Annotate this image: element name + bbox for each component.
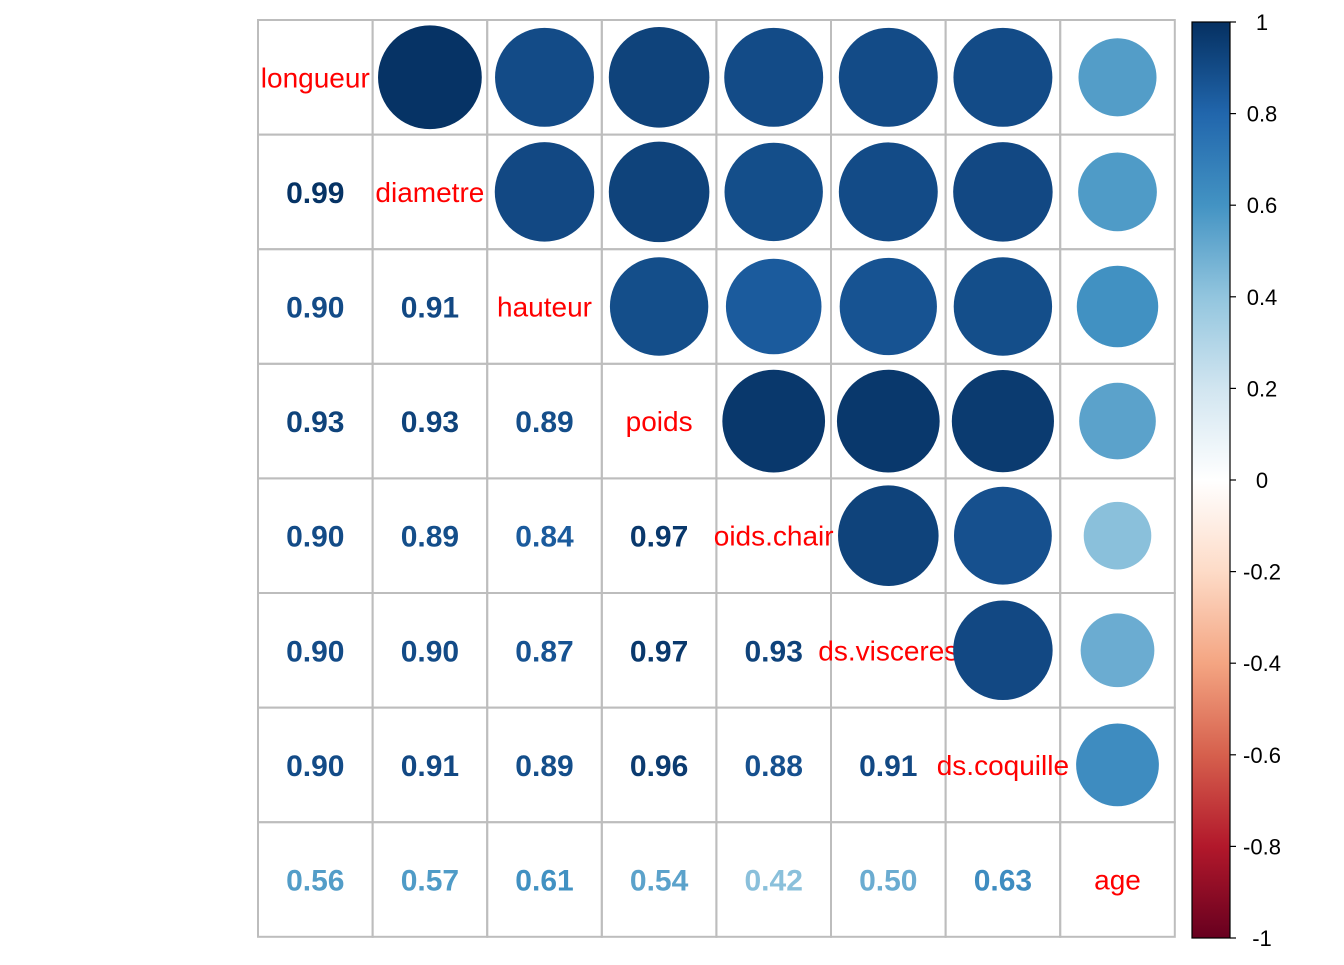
colorbar-tick-label: 0.6 (1247, 193, 1278, 218)
colorbar-tick-label: -1 (1252, 926, 1272, 951)
correlation-value: 0.87 (515, 635, 573, 668)
correlation-circle (609, 257, 709, 356)
correlation-circle (1076, 265, 1159, 348)
correlation-value: 0.91 (401, 292, 459, 325)
colorbar-tick-label: 0 (1256, 468, 1268, 493)
correlation-circle (953, 142, 1053, 242)
colorbar-tick-label: -0.8 (1243, 834, 1281, 859)
correlation-circle (838, 27, 938, 127)
correlation-value: 0.61 (515, 865, 573, 898)
correlation-value: 0.54 (630, 865, 689, 898)
correlation-circle (1080, 613, 1155, 688)
correlation-value: 0.93 (286, 406, 344, 439)
correlation-circle (838, 142, 938, 242)
variable-label: diametre (375, 177, 484, 208)
correlation-value: 0.91 (401, 750, 459, 783)
variable-label: longueur (261, 62, 370, 93)
correlation-value: 0.97 (630, 521, 688, 554)
colorbar-tick-label: -0.4 (1243, 651, 1281, 676)
correlation-value: 0.96 (630, 750, 688, 783)
colorbar-tick-label: -0.2 (1243, 560, 1281, 585)
correlation-circle (1078, 38, 1157, 117)
correlation-value: 0.56 (286, 865, 344, 898)
correlation-circle (724, 27, 824, 127)
correlation-circle (839, 257, 937, 356)
correlation-circle (953, 27, 1053, 127)
variable-label: ds.coquille (937, 750, 1069, 781)
correlation-value: 0.93 (745, 635, 803, 668)
colorbar-tick-label: 0.4 (1247, 285, 1278, 310)
correlation-circle (1083, 501, 1152, 570)
correlation-circle (378, 25, 482, 130)
correlation-value: 0.84 (515, 521, 574, 554)
correlation-value: 0.90 (286, 521, 344, 554)
colorbar-tick-label: -0.6 (1243, 743, 1281, 768)
variable-label: ds.visceres (818, 635, 958, 666)
correlation-circle (494, 142, 595, 242)
correlation-value: 0.50 (859, 865, 917, 898)
correlation-circle (495, 27, 594, 127)
correlation-value: 0.89 (515, 406, 573, 439)
grid-layer (257, 19, 1176, 938)
correlation-value: 0.90 (286, 292, 344, 325)
colorbar-tick-label: 1 (1256, 10, 1268, 35)
correlation-value: 0.42 (745, 865, 803, 898)
colorbar-gradient (1191, 21, 1231, 939)
correlation-value: 0.63 (974, 865, 1032, 898)
variable-label: oids.chair (714, 521, 834, 552)
correlation-circle (1079, 382, 1156, 460)
variable-label: age (1094, 865, 1141, 896)
correlation-value: 0.89 (401, 521, 459, 554)
correlation-value: 0.93 (401, 406, 459, 439)
correlation-circle (953, 600, 1053, 701)
correlation-circle (836, 369, 940, 473)
colorbar: 1 0.8 0.6 0.4 0.2 0 -0.2 -0.4 -0.6 -0.8 -1 (1191, 10, 1281, 951)
correlation-value: 0.57 (401, 865, 459, 898)
variable-label: poids (626, 406, 693, 437)
correlation-circle (608, 141, 710, 243)
correlation-value: 0.90 (286, 750, 344, 783)
variable-label: hauteur (497, 292, 592, 323)
correlation-circle (1078, 152, 1157, 232)
correlation-circle (724, 142, 823, 242)
colorbar-tick-label: 0.8 (1247, 102, 1278, 127)
colorbar-tick-label: 0.2 (1247, 376, 1278, 401)
correlation-circle (722, 369, 826, 473)
correlation-value: 0.97 (630, 635, 688, 668)
correlation-value: 0.88 (745, 750, 803, 783)
grid-cell (1059, 821, 1176, 938)
correlation-circle (953, 257, 1053, 356)
correlation-value: 0.90 (401, 635, 459, 668)
correlation-value: 0.89 (515, 750, 573, 783)
correlation-circle (953, 486, 1052, 585)
correlation-circle (1076, 723, 1159, 807)
correlation-circle (838, 485, 939, 586)
correlation-value: 0.91 (859, 750, 917, 783)
correlation-value: 0.99 (286, 177, 344, 210)
correlation-value: 0.90 (286, 635, 344, 668)
correlation-circle (608, 27, 710, 128)
correlation-circle (725, 258, 822, 355)
correlation-circle (951, 370, 1054, 473)
mark-layer: longueur 0.99 diametre 0.90 0.91 hauteur 0.93 0… (261, 25, 1159, 898)
